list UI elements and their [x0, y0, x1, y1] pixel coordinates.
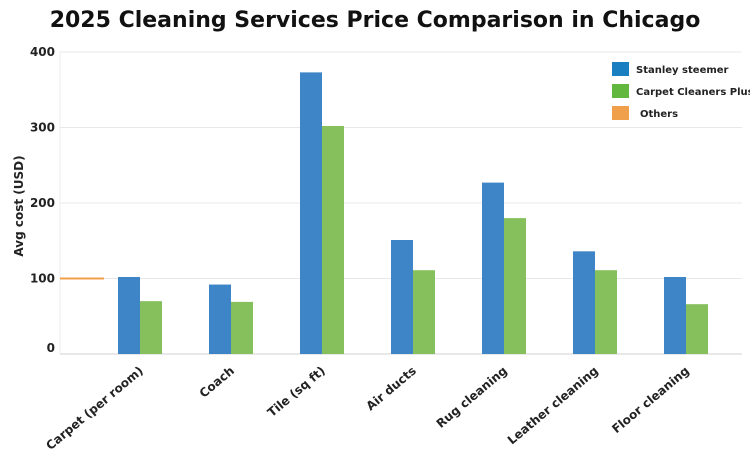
bar-stanley-steemer — [573, 251, 595, 354]
y-tick-label: 0 — [47, 341, 55, 355]
y-tick-label: 300 — [30, 121, 55, 135]
y-axis-title: Avg cost (USD) — [12, 155, 26, 256]
bar-carpet-cleaners-plus — [322, 125, 344, 355]
legend: Stanley steemer Carpet Cleaners Plus Other… — [612, 62, 750, 120]
x-tick-label: Air ducts — [363, 364, 418, 414]
legend-label: Others — [640, 109, 678, 120]
bar-others — [60, 277, 104, 280]
y-tick-label: 200 — [30, 196, 55, 210]
bar-stanley-steemer — [209, 284, 231, 354]
x-tick-label: Rug cleaning — [434, 364, 510, 431]
bar-stanley-steemer — [664, 276, 686, 354]
x-tick-label: Carpet (per room) — [43, 364, 146, 450]
x-tick-label: Tile (sq ft) — [265, 364, 328, 420]
x-tick-label: Coach — [197, 364, 237, 401]
bar-carpet-cleaners-plus — [231, 301, 253, 354]
bar-stanley-steemer — [300, 72, 322, 354]
bar-carpet-cleaners-plus — [595, 270, 617, 354]
legend-swatch — [612, 106, 629, 120]
x-tick-labels: Carpet (per room) Coach Tile (sq ft) Air du… — [43, 364, 692, 450]
x-tick-label: Leather cleaning — [505, 364, 601, 448]
bar-carpet-cleaners-plus — [686, 304, 708, 354]
bar-carpet-cleaners-plus — [140, 301, 162, 354]
bars — [60, 72, 708, 355]
legend-label: Carpet Cleaners Plus — [636, 87, 750, 98]
y-tick-label: 100 — [30, 272, 55, 286]
bar-stanley-steemer — [118, 276, 140, 354]
x-tick-label: Floor cleaning — [609, 364, 692, 437]
bar-stanley-steemer — [391, 239, 413, 354]
y-tick-label: 400 — [30, 45, 55, 59]
bar-carpet-cleaners-plus — [413, 270, 435, 354]
y-tick-labels: 0 100 200 300 400 — [30, 45, 55, 355]
chart-title: 2025 Cleaning Services Price Comparison … — [49, 8, 701, 33]
bar-carpet-cleaners-plus — [504, 218, 526, 354]
legend-swatch — [612, 84, 629, 98]
bar-stanley-steemer — [482, 182, 504, 354]
legend-label: Stanley steemer — [636, 65, 729, 76]
legend-swatch — [612, 62, 629, 76]
